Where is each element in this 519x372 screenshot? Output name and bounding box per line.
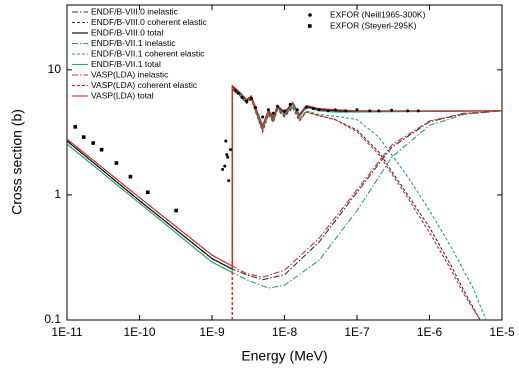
data-point (416, 109, 420, 113)
x-tick-label: 1E-6 (417, 325, 443, 339)
data-point (128, 174, 133, 179)
legend-label: ENDF/B-VIII.0 total (91, 27, 163, 37)
legend-label: EXFOR (Neill1965-300K) (330, 9, 426, 19)
data-point (233, 89, 237, 93)
data-point (283, 109, 286, 113)
data-point (317, 108, 321, 112)
data-point (99, 147, 104, 152)
legend-label: EXFOR (Steyerl-295K) (330, 20, 417, 30)
data-point (377, 109, 381, 113)
data-point (240, 96, 244, 100)
data-point (275, 104, 279, 108)
legend-marker (308, 13, 312, 17)
legend-label: VASP(LDA) total (91, 90, 154, 100)
data-point (226, 155, 230, 159)
legend-label: ENDF/B-VII.1 inelastic (91, 38, 176, 48)
data-point (227, 179, 231, 183)
legend-label: ENDF/B-VII.1 coherent elastic (91, 48, 205, 58)
data-point (288, 102, 292, 106)
data-point (355, 108, 359, 112)
x-tick-label: 1E-10 (123, 325, 155, 339)
data-point (406, 109, 410, 113)
data-point (245, 99, 249, 103)
data-point (326, 109, 330, 113)
data-point (224, 139, 228, 143)
legend-label: ENDF/B-VII.1 total (91, 59, 161, 69)
data-point (254, 106, 258, 110)
legend-label: VASP(LDA) coherent elastic (91, 80, 198, 90)
data-point (295, 108, 299, 112)
series-line (67, 84, 502, 267)
data-point (223, 164, 227, 168)
x-tick-label: 1E-8 (272, 325, 298, 339)
y-tick-label: 0.1 (44, 312, 61, 326)
data-point (333, 108, 337, 112)
x-tick-label: 1E-7 (344, 325, 370, 339)
legend-label: ENDF/B-VIII.0 inelastic (91, 6, 179, 16)
data-point (221, 167, 225, 171)
plot-area (67, 84, 502, 320)
data-point (81, 135, 86, 139)
data-point (229, 148, 233, 152)
y-tick-label: 10 (48, 62, 62, 76)
data-point (368, 109, 372, 113)
y-axis-title: Cross section (b) (9, 109, 25, 215)
data-point (236, 91, 240, 95)
data-point (249, 97, 253, 101)
y-tick-label: 1 (54, 187, 61, 201)
series-line (231, 86, 481, 320)
x-tick-label: 1E-9 (199, 325, 225, 339)
data-point (344, 109, 348, 113)
x-tick-label: 1E-11 (51, 325, 82, 339)
x-tick-label: 1E-5 (489, 325, 515, 339)
data-point (266, 108, 270, 112)
series-line (231, 88, 481, 320)
data-point (91, 141, 96, 145)
data-point (225, 153, 229, 157)
legend-label: ENDF/B-VIII.0 coherent elastic (91, 17, 207, 27)
x-axis-title: Energy (MeV) (241, 348, 327, 364)
data-point (390, 108, 394, 112)
data-point (73, 125, 78, 129)
data-point (304, 106, 308, 110)
data-point (114, 161, 119, 165)
data-point (145, 190, 150, 195)
data-point (311, 107, 315, 111)
data-point (174, 208, 178, 213)
series-line (67, 110, 502, 289)
legend-label: VASP(LDA) inelastic (91, 69, 169, 79)
legend-marker (308, 24, 312, 28)
data-point (261, 115, 265, 119)
data-point (271, 111, 275, 115)
series-line (231, 87, 487, 320)
